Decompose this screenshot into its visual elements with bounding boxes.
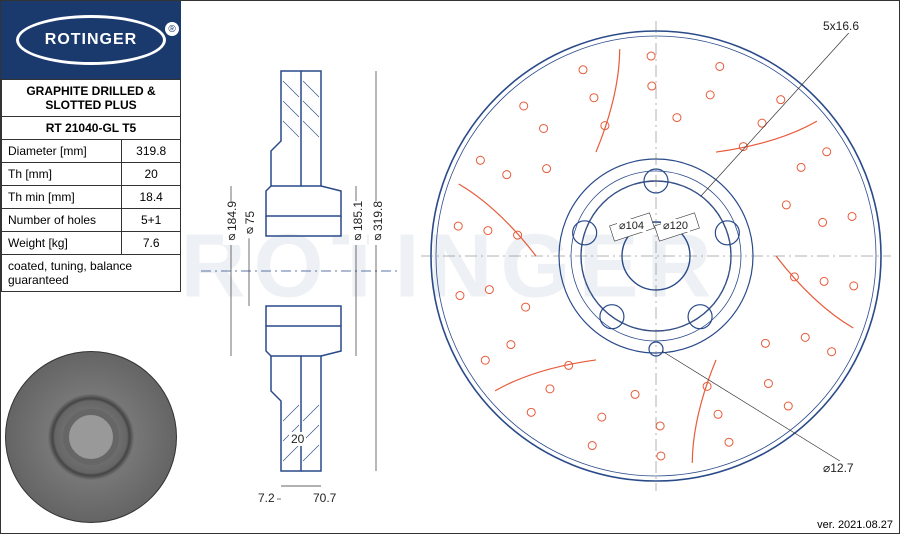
logo-brand-text: ROTINGER [45, 31, 137, 49]
spec-value: 7.6 [122, 232, 181, 255]
spec-value: 319.8 [122, 140, 181, 163]
table-row: Th [mm] 20 [2, 163, 181, 186]
logo-ellipse: ROTINGER ® [16, 15, 166, 65]
product-preview-image [5, 351, 177, 523]
spec-value: 18.4 [122, 186, 181, 209]
dim-bolt-pattern: 5x16.6 [821, 19, 861, 33]
table-row: Diameter [mm] 319.8 [2, 140, 181, 163]
dim-d12-7: ⌀12.7 [821, 461, 856, 475]
dim-w7-2: 7.2 [256, 491, 277, 505]
spec-label: Number of holes [2, 209, 122, 232]
brand-logo: ROTINGER ® [1, 1, 181, 79]
version-label: ver. 2021.08.27 [817, 519, 893, 531]
spec-label: Diameter [mm] [2, 140, 122, 163]
dim-d120: ⌀120 [661, 219, 690, 232]
table-row: Number of holes 5+1 [2, 209, 181, 232]
table-row: Weight [kg] 7.6 [2, 232, 181, 255]
technical-drawing: ⌀184.9 ⌀75 ⌀185.1 ⌀319.8 20 7.2 70.7 5x1… [181, 1, 900, 535]
dim-d185-1: ⌀185.1 [349, 201, 367, 245]
spec-note: coated, tuning, balance guaranteed [2, 255, 181, 292]
spec-title: GRAPHITE DRILLED & SLOTTED PLUS [2, 80, 181, 117]
spec-value: 5+1 [122, 209, 181, 232]
table-row: Th min [mm] 18.4 [2, 186, 181, 209]
spec-label: Th min [mm] [2, 186, 122, 209]
dim-d104: ⌀104 [617, 219, 646, 232]
dim-t20: 20 [289, 432, 306, 446]
spec-label: Th [mm] [2, 163, 122, 186]
front-face-view [416, 11, 896, 501]
registered-icon: ® [165, 22, 179, 36]
spec-table: GRAPHITE DRILLED & SLOTTED PLUS RT 21040… [1, 79, 181, 292]
dim-d319-8: ⌀319.8 [369, 201, 387, 245]
part-number: RT 21040-GL T5 [2, 117, 181, 140]
preview-hub [63, 409, 119, 465]
dim-w70-7: 70.7 [311, 491, 338, 505]
spec-label: Weight [kg] [2, 232, 122, 255]
dim-d75: ⌀75 [241, 211, 259, 238]
dim-d184-9: ⌀184.9 [223, 201, 241, 245]
spec-value: 20 [122, 163, 181, 186]
